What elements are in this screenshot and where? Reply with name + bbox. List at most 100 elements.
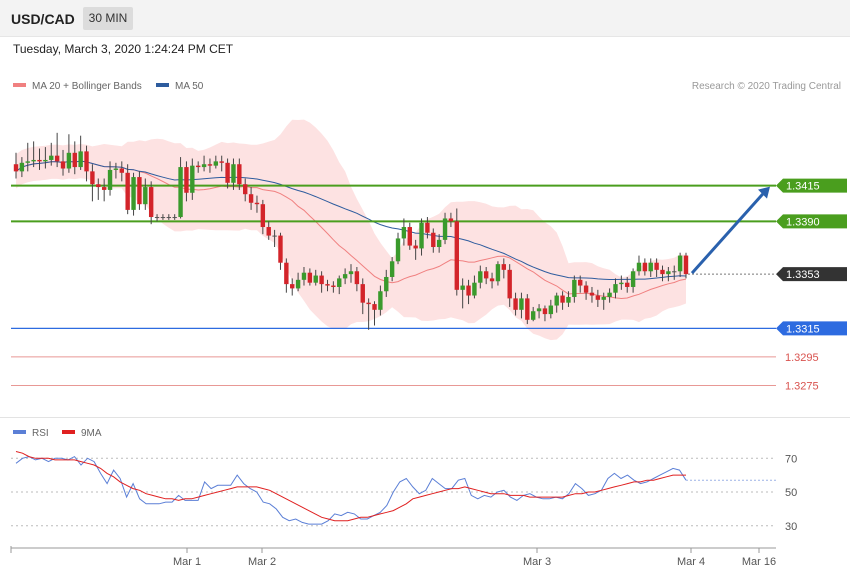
candle-body [96, 184, 101, 188]
candle-body [178, 167, 183, 218]
candle-body [113, 168, 119, 170]
candle [625, 276, 630, 293]
candle-body [154, 217, 160, 219]
candle [90, 164, 95, 202]
candle [348, 264, 354, 283]
candle-body [460, 285, 465, 290]
candle-body [601, 296, 606, 300]
level-tag-1-3415 [776, 178, 847, 193]
candle-body [295, 279, 301, 289]
level-tag-1-3390 [776, 214, 847, 229]
candle-body [648, 262, 653, 272]
candle-body [66, 152, 72, 169]
candle-body [389, 261, 395, 277]
candle-body [419, 222, 424, 249]
candle [131, 172, 136, 216]
candle-body [501, 264, 507, 270]
candle [49, 142, 54, 166]
legend-ma50-swatch [156, 83, 169, 88]
candle [466, 279, 471, 305]
candle-body [472, 282, 477, 296]
level-label-1-3415: 1.3415 [786, 181, 820, 193]
interval-badge[interactable]: 30 MIN [83, 7, 133, 30]
copyright-note: Research © 2020 Trading Central [691, 81, 841, 92]
candle-body [290, 284, 295, 289]
candle-body [207, 164, 213, 166]
candle-body [172, 217, 177, 219]
candle [184, 161, 189, 202]
candle [195, 161, 201, 173]
candle-body [84, 151, 89, 172]
rsi-tick-70: 70 [785, 453, 797, 465]
candle-body [607, 292, 612, 297]
candle [572, 275, 577, 303]
candle [536, 304, 542, 319]
candle [483, 266, 489, 285]
candle-body [530, 311, 536, 320]
x-tick-label: Mar 1 [173, 556, 201, 568]
candle-body [454, 221, 459, 290]
candle [460, 278, 465, 309]
candle-body [248, 194, 254, 203]
candle [237, 158, 242, 190]
candle-body [266, 227, 271, 236]
candle-body [566, 296, 571, 303]
candle [448, 212, 454, 228]
candle-body [525, 298, 530, 320]
candle [401, 218, 407, 246]
candle-body [190, 165, 195, 193]
candle [207, 158, 213, 173]
candle-body [101, 187, 107, 190]
legend-ma20-label: MA 20 + Bollinger Bands [32, 81, 142, 92]
candle-body [613, 284, 618, 293]
symbol-title: USD/CAD [11, 11, 75, 27]
candle-body [231, 164, 236, 183]
candle [478, 265, 483, 289]
candle-body [184, 167, 189, 193]
candle [431, 228, 436, 253]
candle-body [131, 177, 136, 210]
candle [219, 155, 224, 172]
candle [560, 291, 565, 310]
candle [407, 222, 412, 250]
candle [254, 195, 260, 213]
candle [354, 266, 360, 292]
candle [613, 278, 618, 299]
candle-body [313, 275, 318, 283]
level-label-1-3353: 1.3353 [786, 269, 820, 281]
legend-rsi-swatch [13, 430, 26, 435]
candle-body [254, 202, 260, 205]
candle [425, 217, 430, 239]
candle [154, 214, 160, 222]
candle [660, 265, 665, 282]
candle [137, 171, 142, 210]
candle-body [137, 177, 142, 205]
candle [190, 158, 195, 200]
candle-body [442, 218, 448, 240]
candle [319, 271, 324, 293]
candle-body [483, 271, 489, 279]
candle [360, 278, 365, 315]
panel-divider [0, 417, 850, 418]
candle-body [37, 159, 42, 162]
candle [278, 232, 283, 270]
x-tick-label: Mar 16 [742, 556, 776, 568]
candle [284, 258, 289, 293]
candle [378, 285, 383, 316]
candle [72, 141, 77, 175]
candle [589, 286, 595, 303]
candle [489, 272, 495, 289]
candle [636, 255, 642, 276]
candle [225, 158, 230, 189]
candle [125, 164, 130, 215]
candle-body [578, 279, 583, 286]
candle [607, 288, 612, 303]
legend-9ma: 9MA [62, 428, 102, 439]
candle [113, 162, 119, 179]
candle-body [677, 255, 683, 272]
candle-body [119, 168, 124, 173]
candle [331, 281, 336, 293]
candle [454, 208, 459, 296]
candle [677, 252, 683, 277]
